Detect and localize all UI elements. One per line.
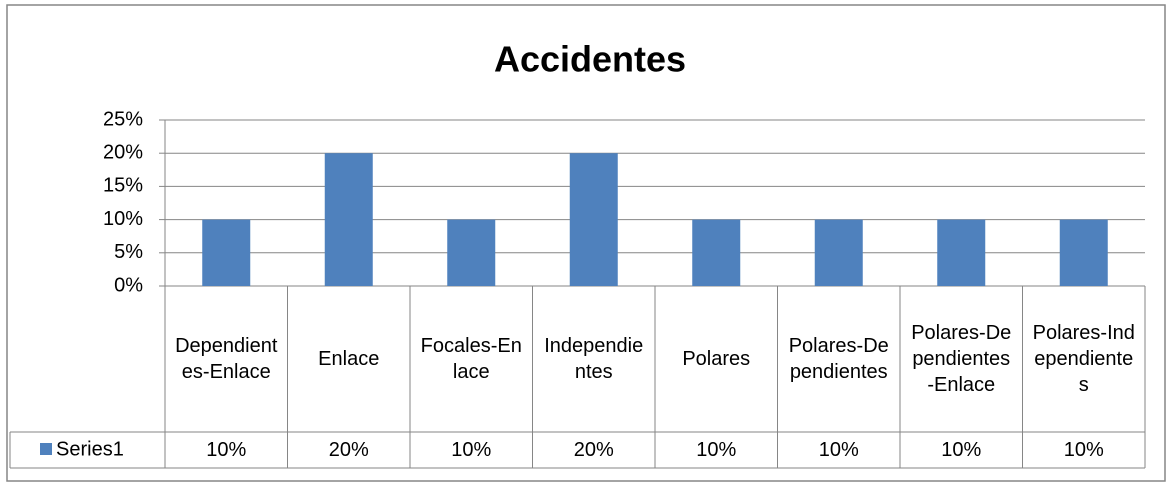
bar xyxy=(447,219,496,286)
bar xyxy=(1059,219,1108,286)
data-label: 10% xyxy=(1063,439,1104,461)
bar xyxy=(814,219,863,286)
x-tick-label: Polares-Dependientes-Enlace xyxy=(911,322,1012,396)
x-tick-label: Enlace xyxy=(318,348,380,370)
x-tick-label: Polares-Dependientes xyxy=(788,335,889,383)
y-tick-label: 15% xyxy=(103,175,143,197)
bar xyxy=(692,219,741,286)
data-label: 10% xyxy=(696,439,737,461)
x-tick-label: Independientes xyxy=(544,335,644,383)
data-label: 10% xyxy=(941,439,982,461)
bar xyxy=(569,153,618,286)
x-tick-label: Focales-Enlace xyxy=(420,335,522,383)
data-label: 20% xyxy=(573,439,614,461)
data-label: 10% xyxy=(451,439,492,461)
y-tick-label: 25% xyxy=(103,108,143,130)
y-tick-label: 10% xyxy=(103,208,143,230)
chart-title: Accidentes xyxy=(494,39,686,80)
x-tick-label: Polares xyxy=(682,348,751,370)
y-tick-label: 5% xyxy=(114,241,143,263)
bar xyxy=(937,219,986,286)
y-tick-label: 0% xyxy=(114,274,143,296)
bar xyxy=(202,219,251,286)
bar xyxy=(324,153,373,286)
data-label: 10% xyxy=(206,439,247,461)
legend-label: Series1 xyxy=(56,438,124,460)
x-tick-label: Polares-Independientes xyxy=(1032,322,1135,396)
x-tick-label: Dependientes-Enlace xyxy=(175,335,278,383)
data-label: 10% xyxy=(818,439,859,461)
legend-key xyxy=(40,443,52,455)
data-label: 20% xyxy=(328,439,369,461)
y-tick-label: 20% xyxy=(103,141,143,163)
